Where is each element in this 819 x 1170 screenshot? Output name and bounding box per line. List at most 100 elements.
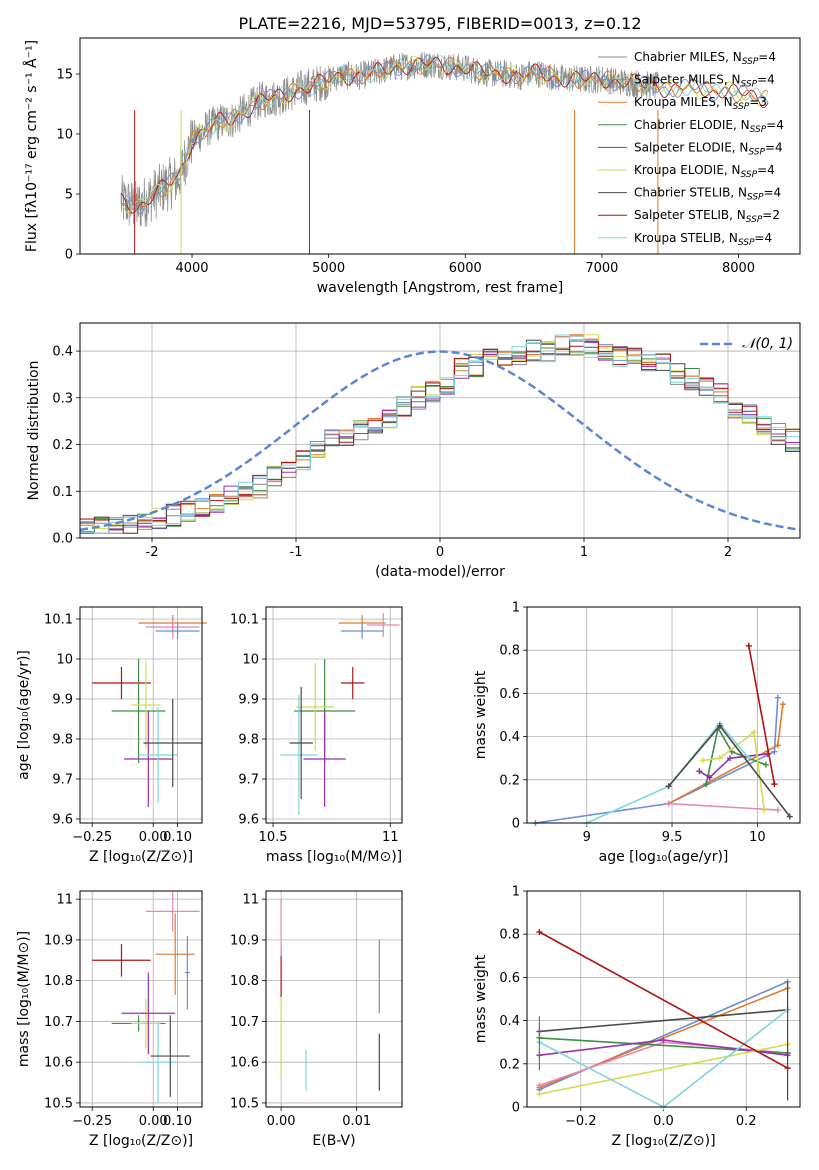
legend-text: Chabrier ELODIE, N [634, 118, 750, 132]
legend-label: 𝒩(0, 1) [742, 336, 793, 352]
model-line [120, 55, 769, 213]
weight-marker [703, 781, 710, 788]
legend-sub: SSP [746, 215, 763, 225]
age-vs-metallicity-panel: −0.25 0.000.10 9.6 9.7 9.8 9.9 10 10.1 Z [log₁₀(… [16, 606, 207, 865]
y-axis-label: mass weight [473, 670, 489, 759]
y-tick-label: 0.0 [52, 532, 73, 547]
y-tick-label: 0 [512, 817, 520, 832]
x-tick-label: 0.0 [653, 1114, 674, 1129]
weight-marker [750, 729, 757, 736]
axes-frame [79, 890, 203, 1108]
legend-sub: SSP [741, 80, 758, 90]
legend-label: Salpeter STELIB, NSSP=2 [634, 208, 780, 225]
y-axis-label: mass weight [473, 954, 489, 1043]
weight-marker [745, 755, 752, 762]
y-axis-label: Flux [fλ10⁻¹⁷ erg cm⁻² s⁻¹ Å⁻¹] [23, 40, 40, 252]
weight-marker [660, 1037, 667, 1044]
weight-line [668, 802, 778, 811]
legend-tail: =4 [754, 231, 772, 245]
axes-frame [79, 322, 801, 539]
legend-text: Chabrier MILES, N [634, 50, 742, 64]
x-tick-label: 8000 [722, 261, 755, 276]
x-tick-label: -2 [146, 545, 159, 560]
model-line [120, 54, 769, 215]
legend-sub: SSP [748, 147, 765, 157]
weight-vs-age-panel: 9 9.5 10 0 0.2 0.4 0.6 0.8 1 age [log₁₀(age/yr)] m… [473, 601, 801, 865]
residual-histogram-panel: -2 -1 0 1 2 0.0 0.1 0.2 0.3 0.4 (data-model)/error… [26, 322, 801, 580]
x-tick-label: 0.10 [163, 1114, 192, 1129]
x-axis-label: E(B-V) [312, 1133, 355, 1149]
legend-sub: SSP [742, 57, 759, 67]
age-vs-mass-panel: 10.5 11 9.6 9.7 9.8 9.9 10 10.1 mass [log₁₀(M/M⊙… [230, 606, 403, 865]
weight-marker [771, 748, 778, 755]
y-tick-label: 15 [56, 68, 73, 83]
y-tick-label: 10.9 [230, 933, 259, 948]
legend-text: Kroupa MILES, N [634, 95, 733, 109]
y-tick-label: 9.7 [52, 773, 73, 788]
x-axis-label: Z [log₁₀(Z/Z⊙)] [89, 1133, 193, 1149]
y-tick-label: 11 [242, 893, 259, 908]
y-tick-label: 10.5 [44, 1096, 73, 1111]
x-tick-label: 10.5 [259, 830, 288, 845]
weight-line [748, 645, 776, 785]
y-tick-label: 9.8 [238, 733, 259, 748]
weight-marker [699, 757, 706, 764]
y-tick-label: 0 [65, 248, 73, 263]
x-tick-label: −0.2 [565, 1114, 597, 1129]
y-tick-label: 9.7 [238, 773, 259, 788]
x-tick-label: 9 [583, 830, 591, 845]
weight-marker [761, 807, 768, 814]
weight-marker [745, 642, 752, 649]
mass-vs-extinction-panel: 0.00 0.01 10.5 10.6 10.7 10.8 10.9 11 E(B-V) [230, 890, 403, 1149]
y-tick-label: 10 [56, 653, 73, 668]
y-tick-label: 10.6 [44, 1056, 73, 1071]
axes-frame [265, 606, 403, 824]
y-tick-label: 10.7 [230, 1015, 259, 1030]
y-axis-label: Normed distribution [26, 361, 42, 501]
histogram-step [80, 339, 800, 531]
x-tick-label: 0.10 [163, 830, 192, 845]
legend-label: Kroupa MILES, NSSP=3 [634, 95, 767, 112]
figure-title: PLATE=2216, MJD=53795, FIBERID=0013, z=0… [238, 14, 641, 33]
y-tick-label: 9.9 [52, 693, 73, 708]
axes-frame [526, 606, 801, 824]
weight-marker [536, 1082, 543, 1089]
weight-marker [762, 761, 769, 768]
y-tick-label: 10.9 [44, 933, 73, 948]
weight-marker [665, 783, 672, 790]
weight-line [539, 1043, 788, 1095]
legend-tail: =2 [762, 208, 780, 222]
y-tick-label: 1 [512, 885, 520, 900]
weight-line [539, 931, 788, 1069]
y-tick-label: 0.2 [52, 438, 73, 453]
histogram-step [80, 334, 800, 534]
y-tick-label: 9.8 [52, 733, 73, 748]
legend-text: Kroupa ELODIE, N [634, 163, 741, 177]
histogram-step [80, 341, 800, 534]
weight-marker [716, 722, 723, 729]
x-tick-label: 10 [749, 830, 766, 845]
y-tick-label: 9.9 [238, 693, 259, 708]
y-tick-label: 10.5 [230, 1096, 259, 1111]
weight-line [702, 730, 765, 811]
legend-text: Salpeter STELIB, N [634, 208, 746, 222]
y-tick-label: 10 [56, 128, 73, 143]
legend-tail: =4 [764, 186, 782, 200]
y-tick-label: 10 [242, 653, 259, 668]
x-axis-label: mass [log₁₀(M/M⊙)] [266, 849, 402, 865]
y-axis-label: mass [log₁₀(M/M⊙)] [16, 931, 32, 1067]
y-tick-label: 0.8 [499, 928, 520, 943]
x-axis-label: (data-model)/error [375, 564, 505, 580]
weight-line [535, 697, 779, 824]
legend-tail: =4 [766, 118, 784, 132]
weight-marker [779, 701, 786, 708]
y-tick-label: 1 [512, 601, 520, 616]
weight-marker [536, 1091, 543, 1098]
x-axis-label: age [log₁₀(age/yr)] [599, 849, 729, 865]
x-tick-label: 0.00 [139, 830, 168, 845]
y-tick-label: 0.4 [499, 1014, 520, 1029]
legend-label: Chabrier STELIB, NSSP=4 [634, 186, 781, 203]
mass-vs-metallicity-panel: −0.25 0.000.10 10.5 10.6 10.7 10.8 10.9 11 Z [lo… [16, 890, 203, 1149]
model-line [120, 56, 769, 214]
